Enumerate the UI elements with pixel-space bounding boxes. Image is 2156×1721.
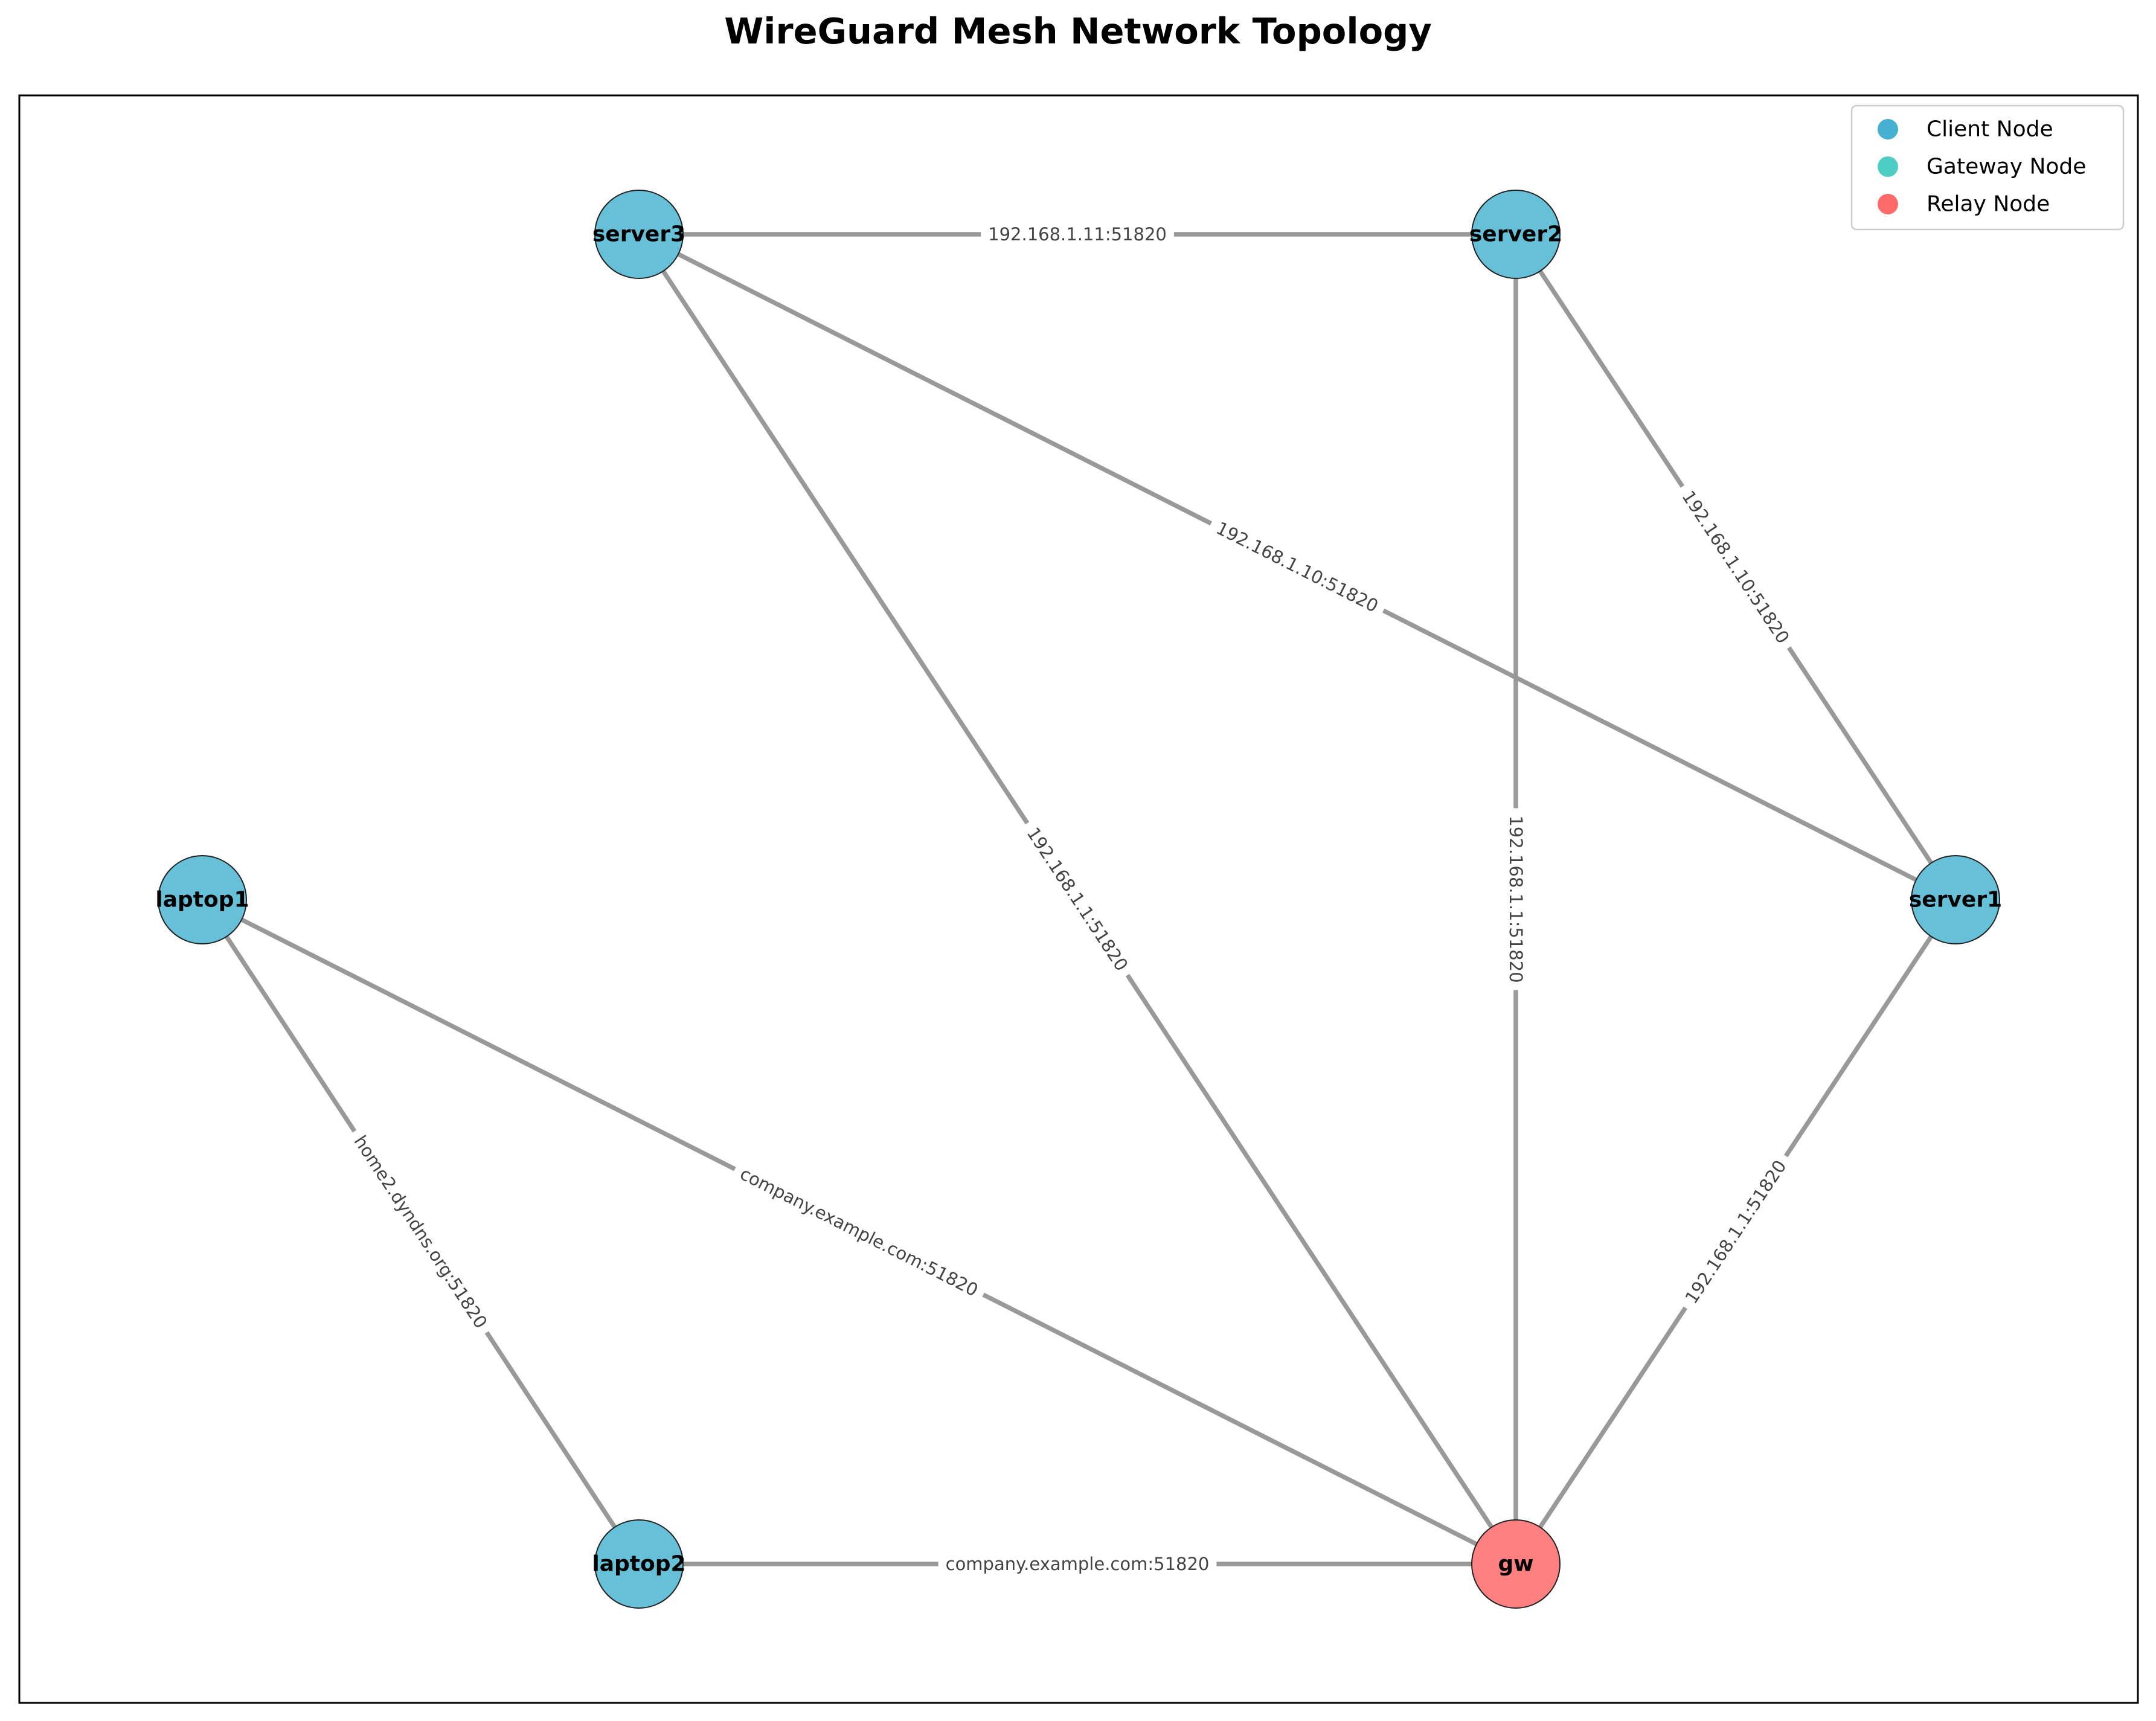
edge-label-text: company.example.com:51820 [946,1554,1210,1574]
edge-label-background [729,1158,989,1306]
edge-label-background [1503,808,1529,990]
node-server2[interactable]: server2 [1469,190,1562,279]
legend: Client Node Gateway Node Relay Node [1850,104,2125,231]
node-circle[interactable] [594,190,684,279]
node-circle[interactable] [1471,190,1561,279]
node-label: gw [1498,1552,1533,1577]
legend-marker [1878,194,1898,214]
legend-marker [1878,156,1898,177]
plot-frame [18,94,2139,1704]
edge-label-text: 192.168.1.1:51820 [1506,815,1526,982]
edge-label-background [1016,816,1138,982]
legend-label: Client Node [1927,117,2053,142]
edge-label-background [1672,479,1800,655]
node-label: server3 [592,222,685,247]
legend-marker [1878,119,1898,139]
node-circle[interactable] [594,1519,684,1609]
legend-label: Gateway Node [1927,155,2086,179]
legend-box [1850,104,2125,231]
edge-label-background [981,222,1174,247]
node-circle[interactable] [158,855,247,944]
edge-label-background [938,1551,1217,1577]
node-gw[interactable]: gw [1471,1519,1561,1609]
node-label: server2 [1469,222,1562,247]
node-circle[interactable] [1471,1519,1561,1609]
diagram-title: WireGuard Mesh Network Topology [724,10,1432,52]
node-label: laptop1 [155,888,249,912]
edge-label-server3-server2: 192.168.1.11:51820 [981,222,1174,247]
legend-label: Relay Node [1927,192,2050,217]
node-circle[interactable] [1911,855,2000,944]
edge-label-background [344,1124,498,1340]
edge-label-server2-gw: 192.168.1.1:51820 [1503,808,1529,990]
node-label: server1 [1909,888,2002,912]
node-label: laptop2 [592,1552,685,1577]
edge-label-laptop2-gw: company.example.com:51820 [938,1551,1217,1577]
node-laptop1[interactable]: laptop1 [155,855,249,944]
edge-label-text: 192.168.1.11:51820 [988,224,1167,245]
edge-label-background [1205,512,1390,622]
node-laptop2[interactable]: laptop2 [592,1519,686,1609]
node-server3[interactable]: server3 [592,190,685,279]
edge-label-background [1675,1149,1797,1315]
node-server1[interactable]: server1 [1909,855,2002,944]
nodes-layer: server3 server2 laptop1 server1 laptop2 gw [155,190,2002,1609]
